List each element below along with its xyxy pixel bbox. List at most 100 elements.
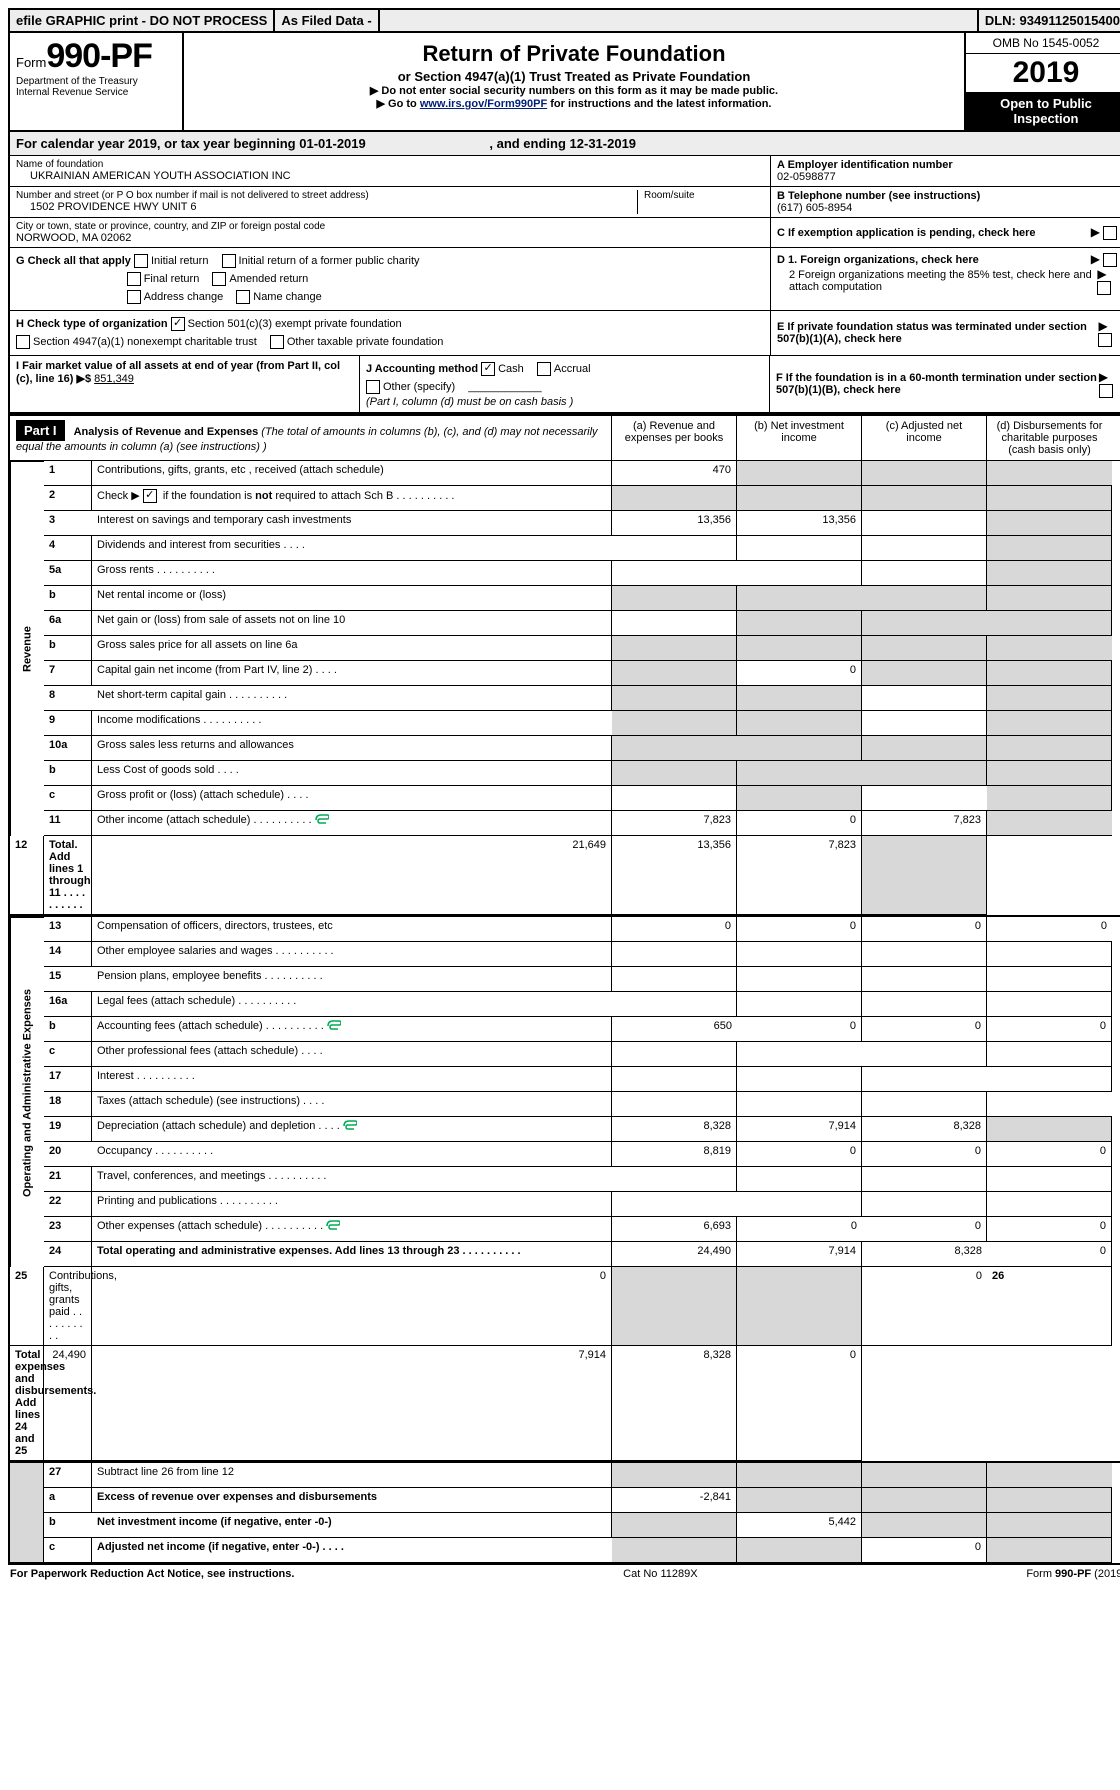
g-initial-checkbox[interactable] xyxy=(134,254,148,268)
line-9-c xyxy=(862,711,987,736)
title-center: Return of Private Foundation or Section … xyxy=(184,33,964,130)
g-amended-checkbox[interactable] xyxy=(212,272,226,286)
col-d-header: (d) Disbursements for charitable purpose… xyxy=(987,416,1112,460)
line-11-c: 7,823 xyxy=(862,811,987,836)
line-27c-d xyxy=(987,1538,1112,1563)
tax-year: 2019 xyxy=(966,54,1120,92)
line-17-a xyxy=(612,1067,737,1092)
attachment-icon[interactable] xyxy=(315,814,329,826)
g-final-label: Final return xyxy=(144,273,200,285)
line-22-a xyxy=(612,1192,737,1217)
e-cell: E If private foundation status was termi… xyxy=(770,311,1120,356)
line-18-c xyxy=(862,1092,987,1117)
j-other-checkbox[interactable] xyxy=(366,380,380,394)
h-501c3-checkbox[interactable]: ✓ xyxy=(171,317,185,331)
h-trust-checkbox[interactable] xyxy=(16,335,30,349)
line-24-d: 0 xyxy=(987,1242,1112,1267)
line-10a-c xyxy=(862,736,987,761)
line-16a-desc: Legal fees (attach schedule) xyxy=(92,992,612,1017)
g-final-checkbox[interactable] xyxy=(127,272,141,286)
line-6b-no: b xyxy=(44,636,92,661)
line-12-desc: Total. Add lines 1 through 11 xyxy=(44,836,92,915)
line-7-desc: Capital gain net income (from Part IV, l… xyxy=(92,661,612,686)
d1-label: D 1. Foreign organizations, check here xyxy=(777,254,979,266)
line-23-desc: Other expenses (attach schedule) xyxy=(92,1217,612,1242)
f-cell: F If the foundation is in a 60-month ter… xyxy=(770,356,1120,412)
line-20-a: 8,819 xyxy=(612,1142,737,1167)
d1-checkbox[interactable] xyxy=(1103,253,1117,267)
c-checkbox[interactable] xyxy=(1103,226,1117,240)
part1-header-row: Part I Analysis of Revenue and Expenses … xyxy=(8,414,1120,461)
line-6b-d xyxy=(987,636,1112,661)
line-4-no: 4 xyxy=(44,536,92,561)
line-22-d xyxy=(987,1192,1112,1217)
irs-link[interactable]: www.irs.gov/Form990PF xyxy=(420,98,547,110)
line-7-b: 0 xyxy=(737,661,862,686)
dln-cell: DLN: 93491125015400 xyxy=(979,10,1120,31)
address-cell: Number and street (or P O box number if … xyxy=(10,187,770,218)
line-8-no: 8 xyxy=(44,686,92,711)
line-27a-desc: Excess of revenue over expenses and disb… xyxy=(92,1488,612,1513)
line-10b-no: b xyxy=(44,761,92,786)
e-checkbox[interactable] xyxy=(1098,333,1112,347)
line-27-desc: Subtract line 26 from line 12 xyxy=(92,1463,612,1488)
line-19-a: 8,328 xyxy=(612,1117,737,1142)
line-16b-c: 0 xyxy=(862,1017,987,1042)
line-4-d xyxy=(987,536,1112,561)
line-6a-b xyxy=(737,611,862,636)
line-2-checkbox[interactable]: ✓ xyxy=(143,489,157,503)
line-15-no: 15 xyxy=(44,967,92,992)
g-address-checkbox[interactable] xyxy=(127,290,141,304)
line-23-no: 23 xyxy=(44,1217,92,1242)
ijf-row: I Fair market value of all assets at end… xyxy=(8,356,1120,414)
line-27-b xyxy=(737,1463,862,1488)
line-27a-no: a xyxy=(44,1488,92,1513)
footer-row: For Paperwork Reduction Act Notice, see … xyxy=(8,1565,1120,1583)
line-27c-desc: Adjusted net income (if negative, enter … xyxy=(92,1538,612,1563)
line-22-b xyxy=(737,1192,862,1217)
line-5b-a xyxy=(612,586,737,611)
line-26-desc: Total expenses and disbursements. Add li… xyxy=(10,1346,44,1461)
line-27a-b xyxy=(737,1488,862,1513)
g-amended-label: Amended return xyxy=(229,273,308,285)
h-other-checkbox[interactable] xyxy=(270,335,284,349)
footer-mid: Cat No 11289X xyxy=(623,1568,697,1580)
line-16a-c xyxy=(862,992,987,1017)
addr-label: Number and street (or P O box number if … xyxy=(16,190,637,201)
line-5a-no: 5a xyxy=(44,561,92,586)
line-5b-b xyxy=(737,586,862,611)
g-initial-former-checkbox[interactable] xyxy=(222,254,236,268)
line-27b-d xyxy=(987,1513,1112,1538)
line-19-desc: Depreciation (attach schedule) and deple… xyxy=(92,1117,612,1142)
line-3-c xyxy=(862,511,987,536)
line-9-d xyxy=(987,711,1112,736)
line-27a-c xyxy=(862,1488,987,1513)
line-12-a: 21,649 xyxy=(92,836,612,915)
j-accrual-checkbox[interactable] xyxy=(537,362,551,376)
attachment-icon[interactable] xyxy=(326,1220,340,1232)
attachment-icon[interactable] xyxy=(327,1020,341,1032)
i-label: I Fair market value of all assets at end… xyxy=(16,360,340,385)
j-cash-checkbox[interactable]: ✓ xyxy=(481,362,495,376)
line-27a-a: -2,841 xyxy=(612,1488,737,1513)
line-21-desc: Travel, conferences, and meetings xyxy=(92,1167,612,1192)
f-checkbox[interactable] xyxy=(1099,384,1113,398)
line-13-c: 0 xyxy=(862,917,987,942)
arrow-icon: ▶ xyxy=(1091,252,1100,266)
line-24-c: 8,328 xyxy=(862,1242,987,1267)
line-24-desc: Total operating and administrative expen… xyxy=(92,1242,612,1267)
line-27c-b xyxy=(737,1538,862,1563)
line-16c-c xyxy=(862,1042,987,1067)
line-1-no: 1 xyxy=(44,461,92,486)
line-16c-no: c xyxy=(44,1042,92,1067)
line-17-b xyxy=(737,1067,862,1092)
footer-left: For Paperwork Reduction Act Notice, see … xyxy=(10,1568,294,1580)
line-9-a xyxy=(612,711,737,736)
line-2-d xyxy=(987,486,1112,511)
g-namechg-checkbox[interactable] xyxy=(236,290,250,304)
d2-checkbox[interactable] xyxy=(1097,281,1111,295)
g-d-row: G Check all that apply Initial return In… xyxy=(8,248,1120,311)
line-13-a: 0 xyxy=(612,917,737,942)
line-10c-b xyxy=(737,786,862,811)
attachment-icon[interactable] xyxy=(343,1120,357,1132)
